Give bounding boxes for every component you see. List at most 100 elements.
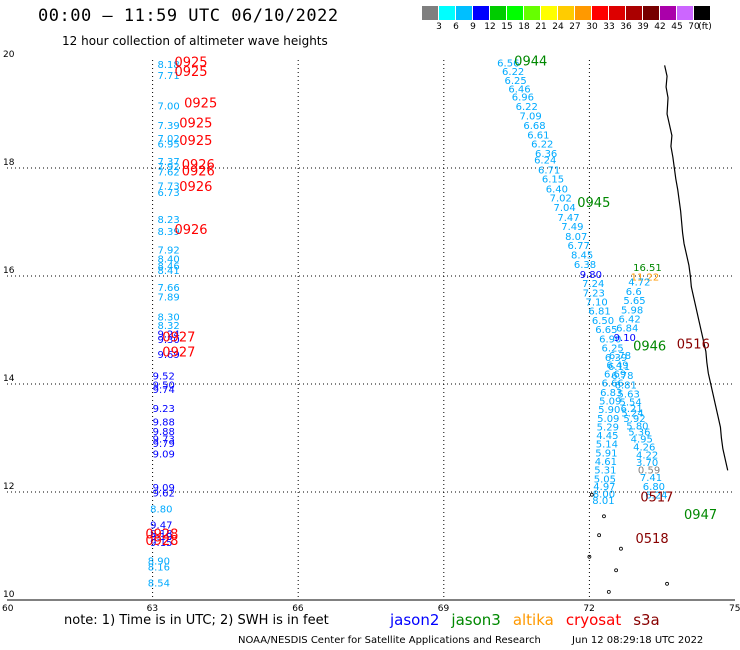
- footnote: note: 1) Time is in UTC; 2) SWH is in fe…: [64, 613, 329, 628]
- pass-time-label: 0926: [182, 158, 215, 173]
- colorbar-label: 70: [688, 22, 700, 32]
- colorbar-swatch: [660, 6, 677, 20]
- colorbar-swatch: [626, 6, 643, 20]
- pass-time-label: 0516: [677, 337, 710, 352]
- wave-height-value: 7.10: [586, 298, 608, 309]
- y-tick-label: 16: [3, 266, 15, 276]
- wave-height-value: 8.07: [565, 232, 587, 243]
- wave-height-value: 7.09: [520, 111, 542, 122]
- wave-height-value: 6.90: [599, 334, 621, 345]
- wave-height-value: 11.22: [631, 272, 660, 283]
- wave-height-value: 7.66: [157, 283, 179, 294]
- wave-height-value: 8.23: [157, 215, 179, 226]
- wave-height-value: 9.73: [153, 434, 175, 445]
- island-marker: [597, 533, 602, 538]
- legend-item-s3a: s3a: [633, 611, 660, 629]
- colorbar-swatch: [643, 6, 660, 20]
- legend-item-jason2: jason2: [390, 611, 440, 629]
- wave-height-value: 8.54: [148, 579, 170, 590]
- colorbar-label: 6: [453, 22, 459, 32]
- wave-height-value: 7.00: [157, 102, 179, 113]
- colorbar-swatch: [558, 6, 575, 20]
- wave-height-value: 8.40: [157, 255, 179, 266]
- colorbar-swatch: [541, 6, 558, 20]
- wave-height-value: 6.22: [502, 67, 524, 78]
- pass-time-label: 0947: [684, 508, 717, 523]
- wave-height-value: 6.15: [542, 175, 564, 186]
- wave-height-value: 7.49: [561, 222, 583, 233]
- pass-time-label: 0925: [174, 55, 207, 70]
- wave-height-value: 9.69: [157, 350, 179, 361]
- colorbar-label: 42: [654, 22, 666, 32]
- colorbar-label: 30: [586, 22, 598, 32]
- colorbar-label: 24: [552, 22, 564, 32]
- page-subtitle: 12 hour collection of altimeter wave hei…: [62, 34, 328, 48]
- wave-height-value: 4.26: [633, 442, 655, 453]
- wave-height-value: 9.15: [150, 538, 172, 549]
- wave-height-value: 7.37: [157, 157, 179, 168]
- wave-height-value: 9.79: [153, 439, 175, 450]
- x-tick-label: 63: [147, 604, 158, 614]
- colorbar-swatch: [490, 6, 507, 20]
- wave-height-value: 6.36: [535, 149, 557, 160]
- wave-height-value: 9.24: [157, 330, 179, 341]
- wave-height-value: 4.72: [628, 278, 650, 289]
- wave-height-value: 9.09: [153, 449, 175, 460]
- wave-height-value: 8.46: [157, 262, 179, 273]
- legend-item-altika: altika: [512, 611, 554, 629]
- wave-height-value: 9.30: [157, 335, 179, 346]
- y-tick-label: 14: [3, 374, 15, 384]
- wave-height-value: 9.52: [153, 372, 175, 383]
- colorbar-label: 21: [535, 22, 547, 32]
- wave-height-value: 7.73: [157, 182, 179, 193]
- wave-height-value: 7.39: [157, 121, 179, 132]
- colorbar-label: 12: [484, 22, 496, 32]
- wave-height-value: 5.65: [623, 296, 645, 307]
- legend-item-cryosat: cryosat: [565, 611, 622, 629]
- wave-height-value: 7.62: [157, 168, 179, 179]
- wave-height-value: 8.18: [157, 60, 179, 71]
- wave-height-value: 9.09: [153, 483, 175, 494]
- wave-height-value: 9.62: [153, 488, 175, 499]
- wave-height-value: 5.09: [599, 397, 621, 408]
- y-tick-label: 20: [3, 50, 15, 60]
- footer-org: NOAA/NESDIS Center for Satellite Applica…: [238, 635, 541, 646]
- colorbar-swatch: [439, 6, 456, 20]
- x-tick-label: 69: [438, 604, 450, 614]
- wave-height-value: 6.25: [504, 76, 526, 87]
- wave-height-value: 9.19: [150, 532, 172, 543]
- wave-height-value: 5.05: [594, 474, 616, 485]
- wave-height-value: 7.92: [157, 162, 179, 173]
- wave-height-value: 6.96: [512, 93, 534, 104]
- wave-height-value: 5.31: [594, 466, 616, 477]
- wave-height-value: 6.73: [157, 188, 179, 199]
- wave-height-value: 8.30: [157, 312, 179, 323]
- wave-height-value: 9.80: [580, 270, 602, 281]
- island-marker: [587, 554, 592, 559]
- pass-time-label: 0925: [174, 65, 207, 80]
- y-tick-label: 10: [3, 590, 15, 600]
- wave-height-value: 0.59: [638, 466, 660, 477]
- colorbar-swatch: [422, 6, 439, 20]
- page-title: 00:00 – 11:59 UTC 06/10/2022: [38, 6, 339, 26]
- wave-height-value: 7.41: [640, 473, 662, 484]
- wave-height-value: 6.61: [527, 130, 549, 141]
- wave-height-value: 6.25: [602, 344, 624, 355]
- wave-height-value: 6.42: [619, 314, 641, 325]
- wave-height-value: 8.01: [592, 496, 614, 507]
- wave-height-value: 6.81: [615, 380, 637, 391]
- wave-height-value: 9.23: [153, 404, 175, 415]
- wave-height-value: 6.78: [611, 371, 633, 382]
- wave-height-value: 6.38: [574, 260, 596, 271]
- wave-height-value: 6.66: [602, 379, 624, 390]
- wave-height-value: 6.84: [616, 324, 638, 335]
- wave-height-value: 4.45: [596, 431, 618, 442]
- y-tick-label: 12: [3, 482, 14, 492]
- coastline: [664, 65, 729, 471]
- wave-height-value: 5.14: [596, 440, 618, 451]
- colorbar-swatch: [456, 6, 473, 20]
- wave-height-value: 6.49: [606, 360, 628, 371]
- wave-height-value: 5.09: [597, 414, 619, 425]
- colorbar-swatch: [592, 6, 609, 20]
